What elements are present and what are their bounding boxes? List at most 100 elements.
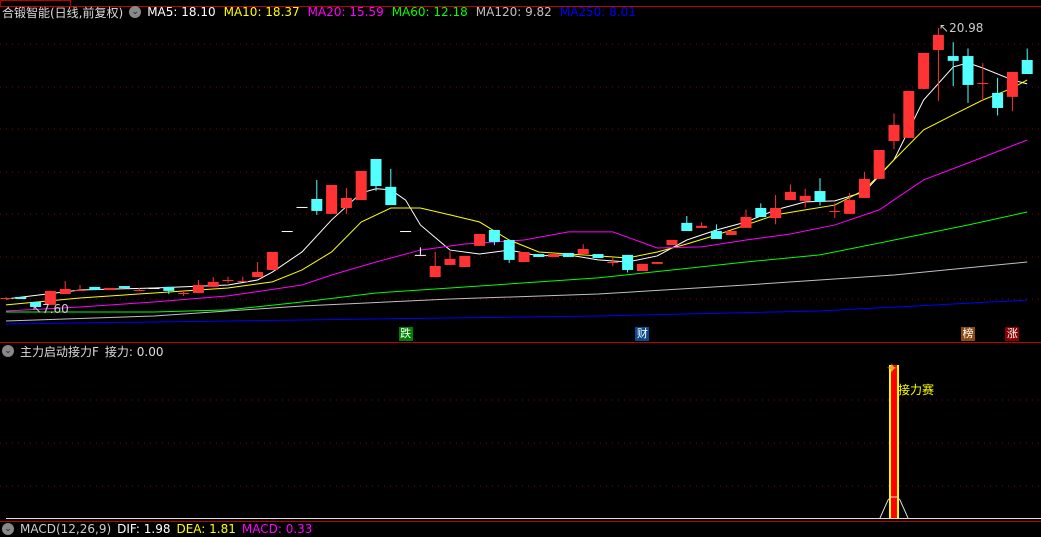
- indicator-title[interactable]: 主力启动接力F: [20, 344, 99, 359]
- butterfly-icon: ✦: [886, 361, 898, 377]
- candle-body: [222, 279, 234, 281]
- candle: [355, 170, 367, 201]
- candle: [636, 263, 648, 271]
- candle-body: [474, 233, 486, 246]
- candle-body: [977, 83, 989, 85]
- price-grid: [0, 0, 1041, 522]
- low-arrow-icon: ↖: [32, 302, 43, 316]
- candle: [1006, 71, 1018, 112]
- candle: [799, 188, 811, 208]
- ma-legend-item: MA60: 12.18: [391, 5, 468, 19]
- candle: [0, 297, 12, 300]
- ma-legend-item: MA250: 8.01: [559, 5, 636, 19]
- candle: [237, 276, 249, 283]
- candle: [340, 187, 352, 214]
- candle: [962, 48, 974, 103]
- candle: [503, 240, 515, 264]
- candle: [562, 252, 574, 257]
- candle: [755, 203, 767, 217]
- candle: [829, 203, 841, 219]
- candle: [192, 279, 204, 293]
- candle-body: [281, 231, 293, 233]
- candle-body: [104, 287, 116, 291]
- candle: [977, 63, 989, 101]
- candle: [326, 184, 338, 214]
- candle-body: [118, 286, 130, 288]
- candle: [844, 192, 856, 214]
- candle-body: [725, 231, 737, 235]
- candle-body: [533, 254, 545, 257]
- macd-dea: DEA: 1.81: [176, 522, 236, 536]
- moving-averages: [5, 62, 1028, 325]
- candle-body: [340, 197, 352, 208]
- chevron-down-icon[interactable]: ⌄: [2, 345, 14, 357]
- candle-body: [1021, 60, 1033, 75]
- ma-legend-item: MA10: 18.37: [223, 5, 300, 19]
- candle-body: [237, 281, 249, 283]
- candle-body: [622, 254, 634, 270]
- candle: [770, 195, 782, 225]
- event-marker[interactable]: 榜: [961, 327, 975, 341]
- candle-body: [296, 206, 308, 208]
- candle-body: [562, 252, 574, 257]
- candle-body: [355, 170, 367, 201]
- candle-body: [947, 56, 959, 61]
- signal-bar-inner: [891, 365, 897, 518]
- macd-value: MACD: 0.33: [241, 522, 313, 536]
- candle-body: [651, 261, 663, 264]
- candle: [548, 254, 560, 257]
- candle-body: [459, 255, 471, 268]
- candle: [903, 90, 915, 138]
- candle: [459, 255, 471, 268]
- candle-body: [163, 286, 175, 291]
- candlesticks: [0, 28, 1033, 309]
- indicator-line: [879, 496, 909, 519]
- chevron-down-icon[interactable]: ⌄: [2, 523, 14, 535]
- indicator-panel-header: ⌄ 主力启动接力F 接力: 0.00: [2, 343, 163, 359]
- candle-body: [784, 191, 796, 201]
- candle: [918, 52, 930, 89]
- candle: [44, 290, 56, 305]
- candle-body: [962, 56, 974, 85]
- candle: [163, 286, 175, 295]
- candle-body: [873, 150, 885, 179]
- candle: [992, 77, 1004, 116]
- candle: [488, 229, 500, 246]
- candle: [281, 231, 293, 233]
- macd-dif: DIF: 1.98: [117, 522, 171, 536]
- event-marker[interactable]: 财: [635, 327, 650, 341]
- candle-body: [44, 290, 56, 305]
- candle-body: [266, 251, 278, 270]
- candle: [444, 251, 456, 265]
- candle: [710, 224, 722, 239]
- candle-body: [1006, 71, 1018, 97]
- main-panel-header: 合锻智能(日线,前复权) ⌄ MA5: 18.10 MA10: 18.37 MA20…: [2, 4, 636, 20]
- candle: [622, 254, 634, 273]
- candle-body: [15, 296, 27, 300]
- stock-title[interactable]: 合锻智能(日线,前复权): [2, 5, 124, 20]
- candle-body: [770, 207, 782, 219]
- indicator-value: 接力: 0.00: [104, 344, 164, 359]
- candle-body: [814, 191, 826, 202]
- ma-legend-item: MA5: 18.10: [147, 5, 216, 19]
- candle-body: [829, 210, 841, 212]
- ma-line-ma10: [5, 79, 1028, 306]
- event-marker[interactable]: 跌: [398, 327, 413, 341]
- macd-title[interactable]: MACD(12,26,9): [20, 522, 112, 536]
- candle: [725, 231, 737, 235]
- high-arrow-icon: ↖: [939, 21, 950, 35]
- candle-body: [503, 240, 515, 260]
- candle-body: [133, 290, 145, 292]
- candle-body: [932, 34, 944, 50]
- candle-body: [311, 198, 323, 211]
- candle-body: [903, 90, 915, 138]
- candle: [947, 42, 959, 87]
- chevron-down-icon[interactable]: ⌄: [129, 6, 142, 18]
- indicator-plot: [879, 365, 909, 519]
- candle-body: [59, 288, 71, 295]
- candle: [385, 168, 397, 206]
- candle: [30, 301, 42, 309]
- candle: [370, 159, 382, 191]
- event-marker[interactable]: 涨: [1005, 327, 1020, 341]
